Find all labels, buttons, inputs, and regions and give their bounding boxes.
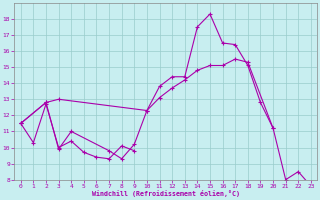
- X-axis label: Windchill (Refroidissement éolien,°C): Windchill (Refroidissement éolien,°C): [92, 190, 240, 197]
